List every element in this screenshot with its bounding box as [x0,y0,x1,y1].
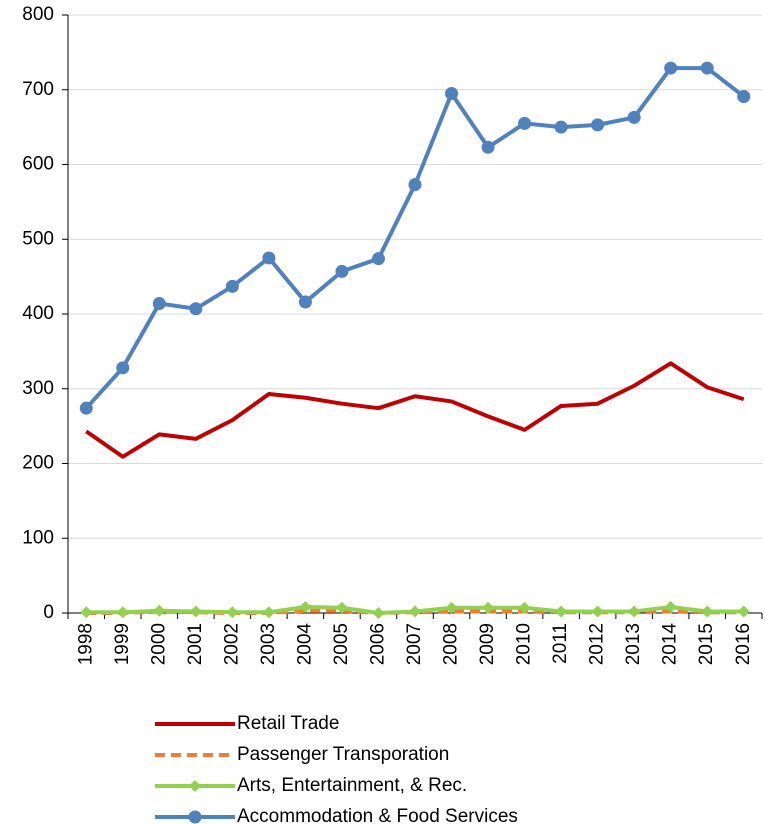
y-tick-label: 0 [43,602,54,623]
point [116,361,130,375]
point [408,178,422,192]
legend-marker [188,810,202,824]
point [445,86,459,100]
point [737,605,750,618]
point [262,251,276,265]
series-line [84,66,745,410]
y-tick-label: 100 [22,527,54,548]
x-tick-label: 2000 [148,623,169,665]
series-line [85,361,745,459]
y-tick-label: 800 [22,4,54,25]
x-tick-label: 2015 [696,623,717,665]
point [591,118,605,132]
legend-label: Retail Trade [237,713,339,734]
point [518,601,531,614]
x-tick-label: 2010 [514,623,535,665]
legend-label: Arts, Entertainment, & Rec. [237,775,467,796]
point [80,606,93,619]
x-tick-label: 1999 [112,623,133,665]
point [737,89,751,103]
point [335,601,348,614]
x-tick-label: 2008 [441,623,462,665]
point [226,606,239,619]
point [701,605,714,618]
point [627,110,641,124]
point [262,606,275,619]
y-tick-label: 400 [22,303,54,324]
x-tick-label: 2009 [477,623,498,665]
x-tick-label: 2003 [258,623,279,665]
x-tick-label: 2002 [221,623,242,665]
x-tick-label: 2012 [587,623,608,665]
point [116,606,129,619]
point [555,605,568,618]
point [153,604,166,617]
legend-marker [189,780,201,792]
x-tick-label: 2007 [404,623,425,665]
point [189,302,203,316]
y-tick-label: 300 [22,378,54,399]
x-tick-label: 2016 [733,623,754,665]
y-tick-label: 700 [22,79,54,100]
point [299,601,312,614]
point [409,605,421,618]
point [445,601,458,614]
point [298,295,312,309]
point [372,607,385,619]
point [591,605,604,618]
point [189,605,202,618]
point [371,252,385,266]
point [628,605,641,618]
x-tick-label: 2005 [331,623,352,665]
x-tick-label: 2001 [185,623,206,665]
point [554,120,568,134]
x-tick-label: 2014 [660,623,681,666]
point [664,601,677,614]
x-tick-label: 2004 [294,623,315,666]
y-tick-label: 200 [22,453,54,474]
point [518,116,532,130]
x-tick-label: 2006 [367,623,388,665]
point [482,601,495,614]
point [335,264,349,278]
x-tick-label: 2011 [550,623,571,664]
point [225,279,239,293]
y-tick-label: 600 [22,154,54,175]
point [79,401,93,415]
legend-label: Accommodation & Food Services [237,806,518,824]
legend-label: Passenger Transporation [237,744,449,765]
point [152,297,166,311]
x-tick-label: 2013 [623,623,644,665]
point [700,61,714,75]
point [481,140,495,154]
y-tick-label: 500 [22,228,54,249]
point [664,61,678,75]
x-tick-label: 1998 [75,623,96,665]
